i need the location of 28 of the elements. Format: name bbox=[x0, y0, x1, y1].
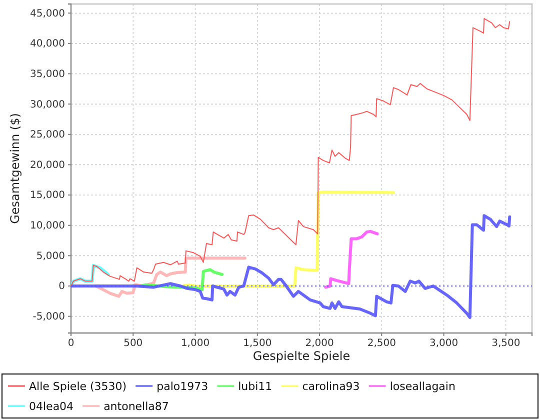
x-tick-label: 0 bbox=[68, 338, 74, 350]
y-tick-label: 35,000 bbox=[30, 68, 65, 80]
y-tick-label: 15,000 bbox=[30, 190, 65, 202]
y-tick-label: 30,000 bbox=[30, 99, 65, 110]
y-tick-label: 40,000 bbox=[30, 38, 65, 50]
x-tick-label: 3,000 bbox=[429, 338, 458, 350]
x-axis-title: Gespielte Spiele bbox=[252, 349, 350, 363]
legend-label: palo1973 bbox=[156, 380, 208, 393]
y-tick-label: 5,000 bbox=[36, 250, 65, 262]
x-tick-label: 2,500 bbox=[367, 338, 396, 350]
y-tick-label: 10,000 bbox=[30, 220, 65, 232]
y-tick-label: 45,000 bbox=[30, 8, 65, 20]
x-tick-label: 2,000 bbox=[305, 338, 334, 350]
legend-label: antonella87 bbox=[104, 400, 169, 413]
y-tick-label: 20,000 bbox=[30, 160, 65, 171]
y-tick-label: 0 bbox=[58, 281, 65, 292]
x-tick-label: 1,500 bbox=[243, 338, 272, 350]
legend-label: loseallagain bbox=[390, 380, 456, 393]
y-tick-label: 25,000 bbox=[30, 130, 65, 141]
legend-label: carolina93 bbox=[302, 380, 360, 393]
x-tick-label: 500 bbox=[124, 338, 143, 350]
x-tick-label: 1,000 bbox=[180, 338, 210, 350]
legend-label: 04lea04 bbox=[29, 400, 74, 413]
legend-label: lubi11 bbox=[238, 380, 272, 393]
y-tick-label: -5,000 bbox=[32, 312, 65, 323]
x-tick-label: 3,500 bbox=[492, 338, 520, 350]
legend-label: Alle Spiele (3530) bbox=[29, 380, 127, 393]
y-axis-title: Gesamtgewinn ($) bbox=[8, 113, 22, 224]
